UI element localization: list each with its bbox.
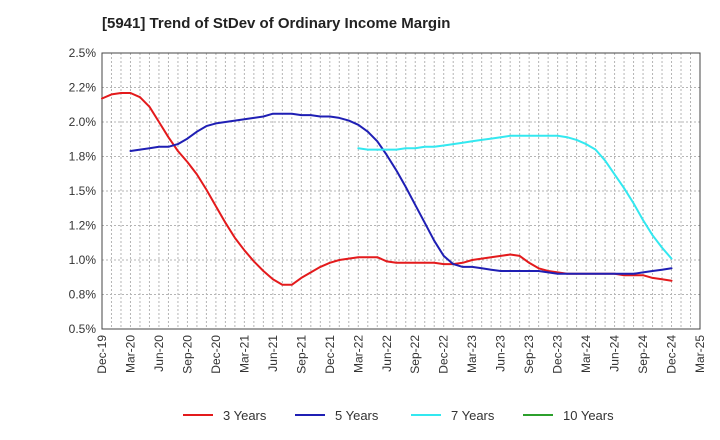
series-lines xyxy=(101,92,673,286)
y-tick-label: 2.0% xyxy=(69,115,97,129)
legend-label-7-years: 7 Years xyxy=(451,408,495,423)
x-tick-label: Jun-20 xyxy=(152,335,166,372)
x-tick-label: Jun-21 xyxy=(266,335,280,372)
x-tick-label: Dec-21 xyxy=(323,335,337,374)
x-tick-label: Mar-22 xyxy=(351,335,365,373)
x-tick-label: Mar-25 xyxy=(693,335,707,373)
x-tick-label: Sep-21 xyxy=(294,335,308,374)
chart-title: [5941] Trend of StDev of Ordinary Income… xyxy=(102,15,450,32)
x-tick-label: Mar-20 xyxy=(123,335,137,373)
x-tick-label: Sep-22 xyxy=(408,335,422,374)
series-line-7-years xyxy=(357,134,673,260)
legend-label-3-years: 3 Years xyxy=(223,408,267,423)
y-tick-label: 1.5% xyxy=(69,184,97,198)
x-tick-label: Jun-22 xyxy=(380,335,394,372)
x-tick-label: Dec-19 xyxy=(95,335,109,374)
x-tick-label: Mar-24 xyxy=(579,335,593,373)
x-tick-label: Sep-20 xyxy=(180,335,194,374)
x-tick-label: Mar-21 xyxy=(237,335,251,373)
series-line-5-years xyxy=(129,112,673,275)
x-tick-label: Jun-23 xyxy=(494,335,508,372)
x-tick-label: Dec-22 xyxy=(437,335,451,374)
y-tick-label: 1.8% xyxy=(69,150,97,164)
x-tick-label: Dec-23 xyxy=(551,335,565,374)
x-tick-label: Dec-20 xyxy=(209,335,223,374)
y-tick-label: 0.5% xyxy=(69,322,97,336)
y-tick-label: 1.0% xyxy=(69,253,97,267)
x-tick-label: Sep-23 xyxy=(522,335,536,374)
y-tick-label: 0.8% xyxy=(69,288,97,302)
legend: 3 Years 5 Years 7 Years 10 Years xyxy=(183,408,614,423)
y-tick-label: 2.2% xyxy=(69,81,97,95)
x-tick-label: Mar-23 xyxy=(465,335,479,373)
legend-label-5-years: 5 Years xyxy=(335,408,379,423)
grid xyxy=(101,52,701,330)
x-tick-label: Dec-24 xyxy=(665,335,679,374)
y-tick-label: 2.5% xyxy=(69,46,97,60)
x-tick-label: Sep-24 xyxy=(636,335,650,374)
legend-label-10-years: 10 Years xyxy=(563,408,614,423)
plot-frame xyxy=(101,52,701,330)
axes: 0.5% 0.8% 1.0% 1.2% 1.5% 1.8% 2.0% 2.2% 2.5% Dec-… xyxy=(69,46,707,374)
y-tick-label: 1.2% xyxy=(69,219,97,233)
x-tick-label: Jun-24 xyxy=(608,335,622,372)
